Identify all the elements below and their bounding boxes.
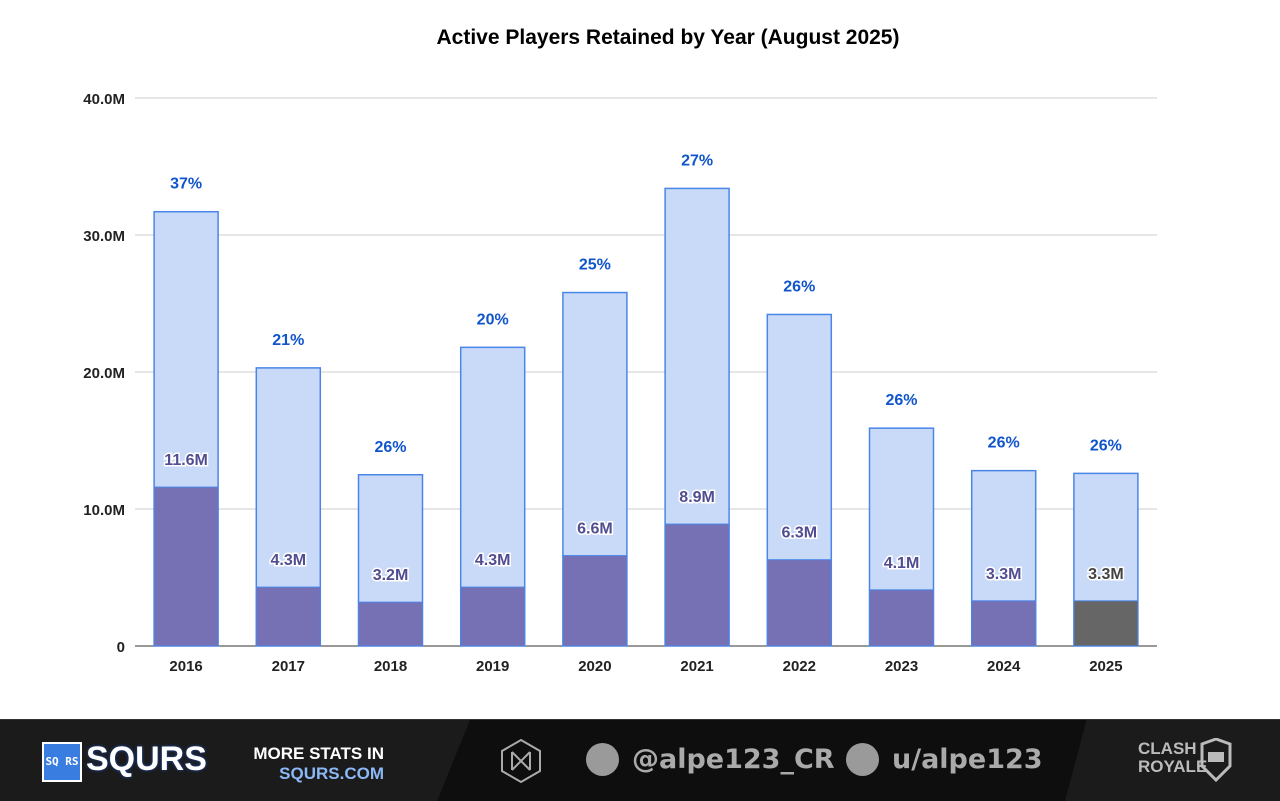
retained-data-label: 4.3M (475, 552, 511, 569)
crown-shield-icon (1200, 738, 1232, 782)
reddit-icon (846, 743, 879, 776)
retained-data-label: 4.1M (884, 555, 920, 572)
percent-data-label: 26% (374, 439, 406, 456)
x-tick-label: 2023 (885, 658, 918, 675)
percent-data-label: 25% (579, 257, 611, 274)
bar-chart: Active Players Retained by Year (August … (83, 26, 1157, 675)
percent-data-label: 37% (170, 176, 202, 193)
x-tick-label: 2019 (476, 658, 509, 675)
twitter-icon (586, 743, 619, 776)
retained-data-label: 3.3M (1088, 566, 1124, 583)
squrs-link[interactable]: SQURS.COM (279, 764, 384, 783)
bar-retained (766, 559, 832, 647)
reddit-handle[interactable]: u/alpe123 (892, 744, 1043, 775)
author-logo-icon (501, 738, 541, 784)
x-tick-label: 2016 (169, 658, 202, 675)
x-tick-label: 2017 (272, 658, 305, 675)
retained-data-label: 3.2M (373, 567, 409, 584)
bar-retained (358, 601, 423, 647)
percent-data-label: 20% (477, 311, 509, 328)
more-stats-label: MORE STATS IN (253, 744, 384, 763)
percent-data-label: 26% (885, 392, 917, 409)
brand-name: SQURS (86, 740, 207, 778)
x-tick-label: 2025 (1089, 658, 1122, 675)
y-tick-label: 20.0M (83, 365, 125, 382)
percent-data-label: 26% (783, 278, 815, 295)
retained-data-label: 6.6M (577, 521, 613, 538)
x-tick-label: 2024 (987, 658, 1021, 675)
bar-retained (562, 555, 628, 647)
percent-data-label: 26% (1090, 437, 1122, 454)
bar-retained (153, 486, 219, 647)
x-tick-label: 2018 (374, 658, 407, 675)
retained-data-label: 11.6M (164, 452, 208, 469)
percent-data-label: 21% (272, 332, 304, 349)
footer: SQ RS SQURS MORE STATS IN SQURS.COM @alp… (0, 719, 1280, 801)
clash-royale-logo: CLASH ROYALE (1138, 739, 1208, 776)
bar-retained (255, 586, 321, 647)
y-tick-label: 40.0M (83, 91, 125, 108)
x-tick-label: 2021 (680, 658, 713, 675)
retained-data-label: 4.3M (271, 552, 307, 569)
chart-title: Active Players Retained by Year (August … (437, 26, 900, 49)
bar-retained (664, 523, 730, 647)
y-tick-label: 30.0M (83, 228, 125, 245)
x-tick-label: 2020 (578, 658, 611, 675)
y-tick-label: 10.0M (83, 502, 125, 519)
bar-retained (971, 600, 1037, 647)
bar-retained (1073, 600, 1139, 647)
retained-data-label: 3.3M (986, 566, 1022, 583)
retained-data-label: 6.3M (782, 525, 818, 542)
twitter-handle[interactable]: @alpe123_CR (632, 744, 835, 775)
more-stats[interactable]: MORE STATS IN SQURS.COM (200, 744, 384, 784)
y-tick-label: 0 (117, 639, 125, 656)
bar-retained (869, 589, 934, 647)
bar-retained (460, 586, 526, 647)
squrs-logo-icon: SQ RS (42, 742, 82, 782)
x-tick-label: 2022 (783, 658, 816, 675)
retained-data-label: 8.9M (679, 489, 715, 506)
percent-data-label: 26% (988, 435, 1020, 452)
percent-data-label: 27% (681, 152, 713, 169)
